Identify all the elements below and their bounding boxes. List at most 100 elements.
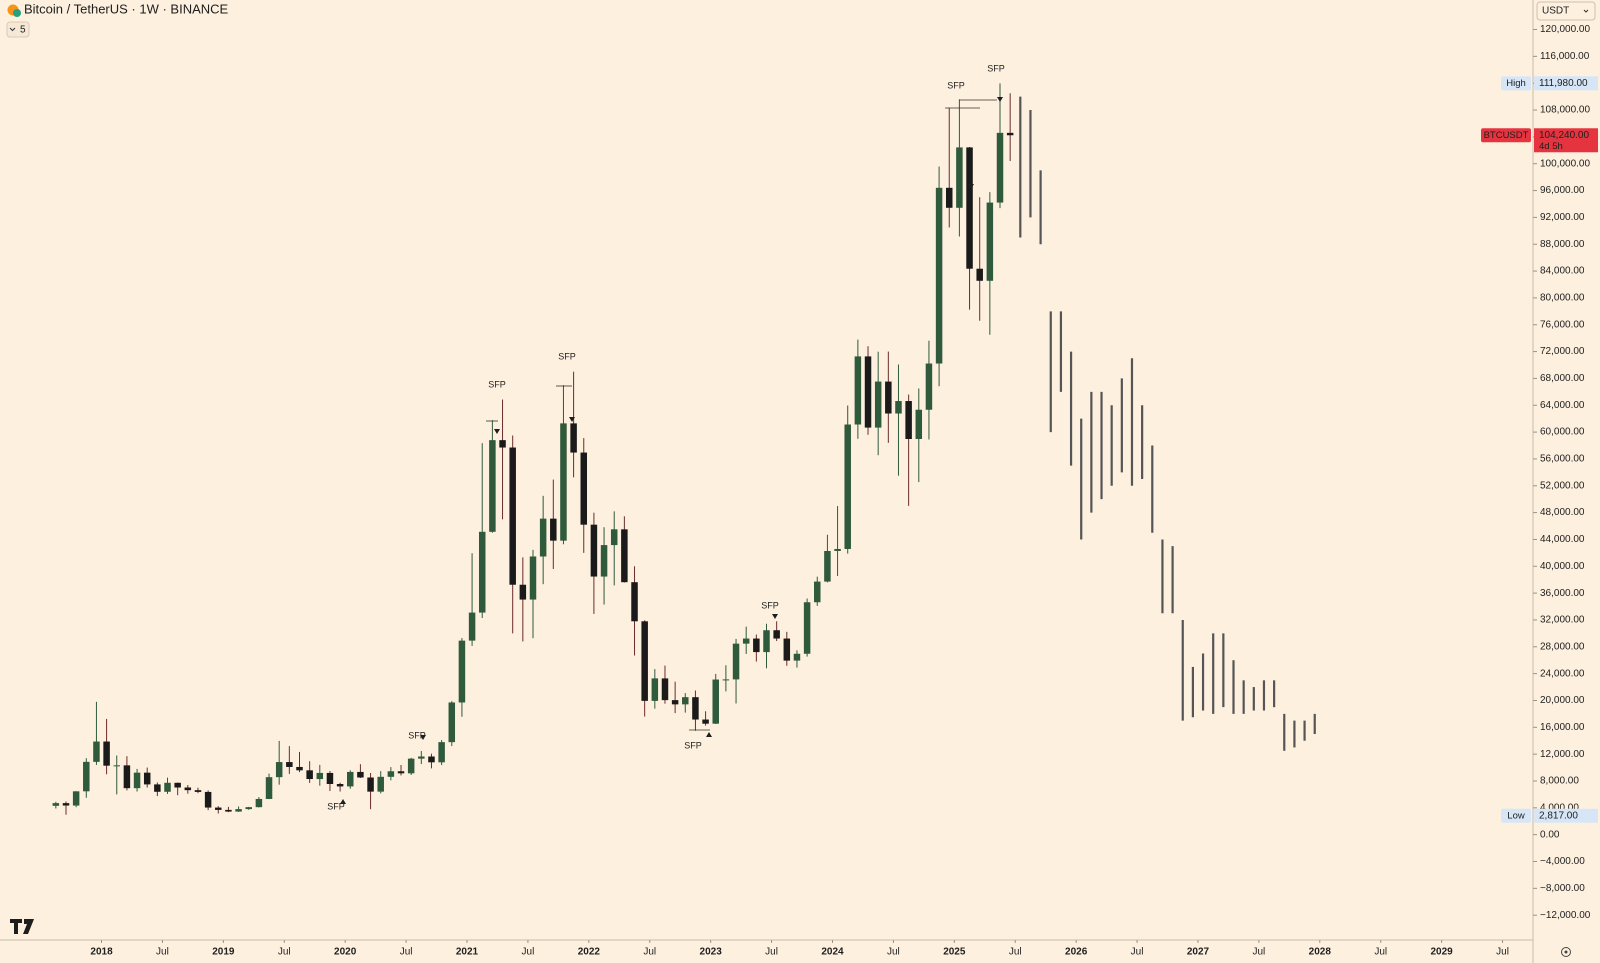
x-tick-label: Jul <box>522 947 535 958</box>
x-tick-label: Jul <box>278 947 291 958</box>
x-tick-label: 2020 <box>334 947 357 958</box>
candle-body <box>621 529 628 583</box>
candle-body <box>93 741 100 762</box>
candle-body <box>966 147 973 269</box>
candle-body <box>925 363 933 410</box>
y-tick-label: 72,000.00 <box>1540 346 1585 357</box>
x-tick-label: 2027 <box>1187 947 1210 958</box>
candle-body <box>1006 132 1014 136</box>
chevron <box>1583 9 1589 13</box>
x-tick-label: Jul <box>765 947 778 958</box>
x-tick-label: 2025 <box>943 947 966 958</box>
candle-body <box>225 809 232 812</box>
sfp-marker <box>569 417 575 422</box>
candle-body <box>367 777 374 792</box>
candle-body <box>864 356 872 428</box>
x-tick-label: 2029 <box>1431 947 1454 958</box>
sfp-marker <box>340 799 346 804</box>
candle-body <box>712 679 719 724</box>
sfp-marker <box>494 429 500 434</box>
price-label-value: 104,240.00 <box>1539 130 1589 141</box>
y-tick-label: 92,000.00 <box>1540 212 1585 223</box>
y-tick-label: −8,000.00 <box>1540 883 1585 894</box>
candle-body <box>986 202 994 281</box>
candle-body <box>631 582 638 622</box>
candle-body <box>336 784 344 787</box>
currency-selector[interactable]: USDT <box>1536 1 1596 21</box>
candle-body <box>255 798 263 808</box>
candle-body <box>854 356 862 425</box>
candle-body <box>326 772 334 785</box>
candle-body <box>164 782 171 792</box>
y-tick-label: 100,000.00 <box>1540 158 1590 169</box>
x-tick-label: Jul <box>887 947 900 958</box>
candle-body <box>732 643 740 680</box>
y-tick-label: 32,000.00 <box>1540 615 1585 626</box>
x-tick-label: Jul <box>643 947 656 958</box>
sfp-label: SFP <box>987 63 1005 73</box>
y-tick-label: 96,000.00 <box>1540 185 1585 196</box>
candle-body <box>428 756 435 763</box>
candle-body <box>489 440 496 532</box>
sfp-label: SFP <box>761 600 779 610</box>
y-tick-label: 80,000.00 <box>1540 293 1585 304</box>
x-tick-label: 2023 <box>700 947 723 958</box>
candle-body <box>539 518 547 557</box>
candle-body <box>945 187 953 208</box>
candle-body <box>235 809 242 812</box>
price-countdown: 4d 5h <box>1539 141 1563 152</box>
sfp-label: SFP <box>558 351 576 361</box>
candle-body <box>296 766 303 771</box>
y-tick-label: 48,000.00 <box>1540 507 1585 518</box>
currency-box <box>1536 1 1596 21</box>
candle-body <box>722 679 730 681</box>
price-label-value: 2,817.00 <box>1539 810 1578 821</box>
y-tick-label: 116,000.00 <box>1540 51 1590 62</box>
candle-body <box>844 424 851 549</box>
settings-icon <box>1561 947 1571 957</box>
symbol-header[interactable]: Bitcoin / TetherUS · 1W · BINANCE <box>7 1 229 17</box>
y-tick-label: 52,000.00 <box>1540 480 1585 491</box>
price-label-value: 111,980.00 <box>1539 78 1588 89</box>
candle-body <box>692 697 699 720</box>
price-label-name-box <box>1501 808 1531 823</box>
candle-body <box>742 638 750 644</box>
y-tick-label: 8,000.00 <box>1540 776 1579 787</box>
candle-body <box>458 640 466 703</box>
candle-body <box>62 803 70 806</box>
candle-body <box>133 772 141 789</box>
candle-body <box>651 678 659 701</box>
candle-body <box>783 638 791 661</box>
candle-body <box>306 770 313 780</box>
candle-body <box>418 756 425 759</box>
y-tick-label: 4,000.00 <box>1540 802 1579 813</box>
y-tick-label: −4,000.00 <box>1540 856 1585 867</box>
sfp-label: SFP <box>327 801 345 811</box>
chevron <box>9 27 16 32</box>
x-tick-label: 2026 <box>1065 947 1088 958</box>
tradingview-logo <box>10 919 34 934</box>
candle-body <box>824 550 831 582</box>
candle-body <box>753 638 760 653</box>
indicator-toggle[interactable]: 5 <box>6 21 30 38</box>
x-tick-label: 2018 <box>90 947 113 958</box>
plot-area <box>52 83 1316 815</box>
candle-body <box>113 765 121 767</box>
sfp-marker <box>968 184 974 189</box>
x-tick-label: 2024 <box>821 947 844 958</box>
y-tick-label: 84,000.00 <box>1540 266 1585 277</box>
candle-body <box>204 791 212 808</box>
indicator-box <box>6 21 30 38</box>
candle-body <box>103 741 110 766</box>
y-tick-label: 68,000.00 <box>1540 373 1585 384</box>
price-label-name-box <box>1501 76 1531 91</box>
price-label-box <box>1534 128 1598 153</box>
settings-button[interactable] <box>1561 947 1571 957</box>
candle-body <box>387 771 395 777</box>
candle-body <box>895 401 902 414</box>
y-tick-label: 56,000.00 <box>1540 454 1585 465</box>
x-tick-label: 2019 <box>212 947 235 958</box>
y-tick-label: 20,000.00 <box>1540 695 1585 706</box>
sfp-marker <box>997 97 1003 102</box>
candle-body <box>915 409 923 440</box>
